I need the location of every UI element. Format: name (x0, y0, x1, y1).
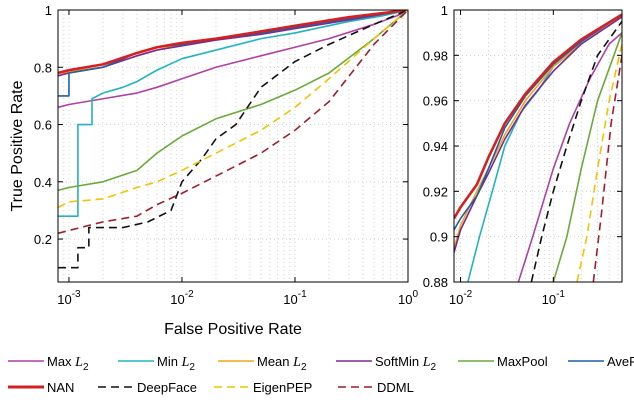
legend-item-maxpool: MaxPool (458, 354, 548, 369)
legend-label: SoftMin L2 (375, 354, 436, 373)
legend: Max L2 Min L2 Mean L2 SoftMin L2 MaxPool AveP… (8, 354, 634, 395)
left-series-deepface (58, 10, 408, 269)
legend-label: MaxPool (497, 354, 548, 369)
legend-label: DDML (377, 380, 414, 395)
left-series-eigenpep (58, 10, 408, 209)
legend-label: Min L2 (157, 354, 195, 373)
legend-item-max-l2: Max L2 (8, 354, 89, 373)
legend-item-mean-l2: Mean L2 (218, 354, 307, 373)
legend-label: NAN (47, 380, 74, 395)
legend-item-ddml: DDML (338, 380, 414, 395)
right-ytick-label: 0.88 (423, 275, 448, 290)
legend-label: EigenPEP (253, 380, 312, 395)
left-xtick-label: 100 (398, 289, 418, 307)
legend-label: Mean L2 (257, 354, 307, 373)
left-roc-panel: 10-3 10-2 10-1 100 0.2 0.4 0.6 0.8 1 False Positi… (9, 3, 418, 338)
right-xtick-label: 10-2 (449, 289, 473, 307)
legend-label: DeepFace (137, 380, 197, 395)
right-series-deepface (530, 20, 622, 282)
left-y-axis-label: True Positive Rate (9, 80, 26, 211)
left-series-maxpool (58, 10, 408, 192)
left-axes-box (57, 9, 409, 283)
legend-item-softmin-l2: SoftMin L2 (336, 354, 436, 373)
legend-label: AvePool (607, 354, 634, 369)
right-ytick-label: 0.92 (423, 184, 448, 199)
right-ytick-label: 0.94 (423, 139, 448, 154)
legend-item-deepface: DeepFace (98, 380, 197, 395)
right-series-softmin-l2 (454, 16, 622, 253)
left-series-max-l2 (58, 10, 408, 109)
right-ytick-label: 0.9 (430, 230, 448, 245)
right-series-nan (454, 13, 622, 220)
right-series-eigenpep (576, 43, 622, 282)
left-ytick-label: 0.4 (34, 175, 52, 190)
legend-item-nan: NAN (8, 380, 74, 395)
left-xtick-label: 10-2 (170, 289, 194, 307)
left-ytick-label: 1 (45, 3, 52, 18)
legend-item-eigenpep: EigenPEP (214, 380, 312, 395)
right-series-group (454, 13, 622, 282)
left-xtick-label: 10-3 (57, 289, 81, 307)
left-series-ddml (58, 10, 408, 235)
right-xtick-label: 10-1 (542, 289, 566, 307)
right-roc-zoom-panel: 10-2 10-1 0.88 0.9 0.92 0.94 0.96 0.98 1 (423, 3, 623, 307)
right-series-avepool (454, 13, 622, 231)
left-x-axis-label: False Positive Rate (164, 321, 302, 338)
legend-item-avepool: AvePool (568, 354, 634, 369)
left-series-min-l2 (58, 10, 408, 217)
left-plot-area (58, 10, 408, 282)
right-ytick-label: 0.98 (423, 48, 448, 63)
legend-label: Max L2 (47, 354, 89, 373)
right-ytick-label: 0.96 (423, 94, 448, 109)
right-series-mean-l2 (454, 16, 622, 249)
left-series-group (58, 10, 408, 269)
left-xtick-label: 10-1 (283, 289, 307, 307)
left-series-nan (58, 10, 408, 75)
legend-item-min-l2: Min L2 (118, 354, 195, 373)
left-ticks: 10-3 10-2 10-1 100 0.2 0.4 0.6 0.8 1 (34, 3, 419, 307)
left-ytick-label: 0.8 (34, 60, 52, 75)
right-ticks: 10-2 10-1 0.88 0.9 0.92 0.94 0.96 0.98 1 (423, 3, 622, 307)
right-ytick-label: 1 (441, 3, 448, 18)
left-ytick-label: 0.2 (34, 232, 52, 247)
right-series-max-l2 (517, 32, 622, 282)
right-series-maxpool (552, 32, 622, 282)
left-ytick-label: 0.6 (34, 118, 52, 133)
